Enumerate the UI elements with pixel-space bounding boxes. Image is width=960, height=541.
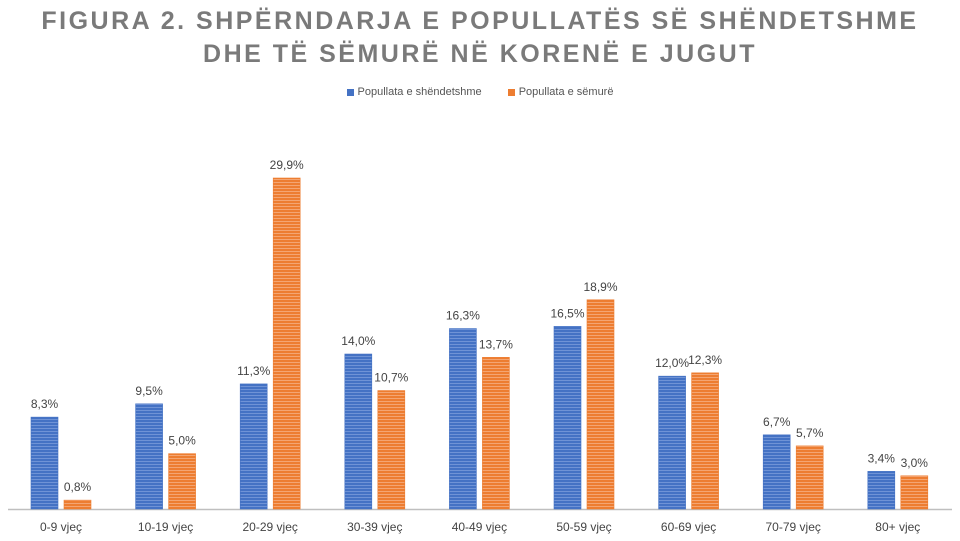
data-label-sick-4: 13,7% [479, 337, 513, 351]
x-tick-label-2: 20-29 vjeç [243, 520, 298, 534]
data-label-sick-5: 18,9% [583, 280, 617, 294]
bar-healthy-6 [658, 375, 686, 510]
data-label-healthy-4: 16,3% [446, 309, 480, 323]
bar-sick-8 [900, 475, 929, 510]
chart-title-line-2: DHE TË SËMURË NË KORENË E JUGUT [203, 40, 757, 68]
x-tick-label-5: 50-59 vjeç [556, 520, 611, 534]
data-label-healthy-5: 16,5% [550, 306, 584, 320]
x-tick-label-8: 80+ vjeç [875, 520, 920, 534]
data-label-sick-8: 3,0% [901, 456, 929, 470]
bar-healthy-1 [135, 403, 163, 510]
legend-item-sick: Popullata e sëmurë [507, 86, 614, 98]
x-tick-label-4: 40-49 vjeç [452, 520, 507, 534]
legend-swatch-sick [507, 88, 515, 96]
bar-healthy-5 [553, 326, 582, 510]
legend-item-healthy: Popullata e shëndetshme [346, 86, 482, 98]
bar-sick-3 [377, 390, 406, 510]
bar-sick-7 [795, 445, 824, 510]
data-label-sick-2: 29,9% [270, 158, 304, 172]
bar-healthy-4 [449, 328, 477, 510]
bar-sick-2 [272, 177, 301, 510]
data-label-healthy-3: 14,0% [341, 334, 375, 348]
legend-label-healthy: Popullata e shëndetshme [357, 86, 482, 98]
bar-sick-5 [586, 299, 615, 510]
data-label-healthy-8: 3,4% [868, 451, 896, 465]
bar-sick-4 [482, 357, 510, 510]
data-label-healthy-6: 12,0% [655, 356, 689, 370]
data-label-healthy-2: 11,3% [237, 364, 270, 378]
legend-label-sick: Popullata e sëmurë [518, 86, 614, 98]
bar-healthy-0 [30, 416, 59, 510]
chart-title-line-1: FIGURA 2. SHPËRNDARJA E POPULLATËS SË SH… [41, 7, 919, 35]
legend: Popullata e shëndetshme Popullata e sëmu… [0, 86, 960, 98]
bar-healthy-7 [762, 434, 791, 510]
bar-sick-0 [63, 499, 92, 510]
data-label-sick-7: 5,7% [796, 426, 824, 440]
bar-healthy-3 [344, 353, 373, 510]
x-tick-label-6: 60-69 vjeç [661, 520, 716, 534]
data-label-sick-1: 5,0% [168, 434, 196, 448]
x-tick-label-3: 30-39 vjeç [347, 520, 402, 534]
x-tick-label-1: 10-19 vjeç [138, 520, 193, 534]
data-label-healthy-0: 8,3% [31, 397, 59, 411]
data-label-sick-3: 10,7% [374, 371, 408, 385]
bar-healthy-8 [867, 471, 896, 510]
legend-swatch-healthy [346, 88, 354, 96]
data-label-healthy-1: 9,5% [135, 384, 163, 398]
data-label-healthy-7: 6,7% [763, 415, 791, 429]
bar-sick-1 [168, 453, 196, 510]
data-label-sick-0: 0,8% [64, 480, 92, 494]
data-label-sick-6: 12,3% [688, 353, 722, 367]
bar-healthy-2 [239, 383, 268, 510]
bar-sick-6 [691, 372, 719, 510]
x-tick-label-0: 0-9 vjeç [40, 520, 82, 534]
x-tick-label-7: 70-79 vjeç [766, 520, 821, 534]
